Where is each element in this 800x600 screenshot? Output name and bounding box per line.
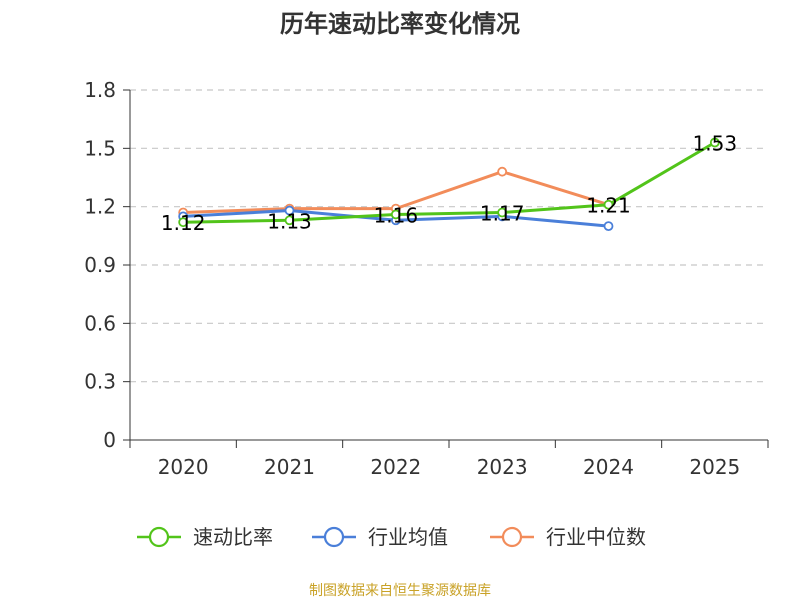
legend-label: 行业均值 <box>368 525 448 549</box>
series-point-1 <box>284 205 295 216</box>
legend-item-1[interactable]: 行业均值 <box>312 525 448 549</box>
legend-marker <box>148 526 170 548</box>
x-tick-label: 2023 <box>477 455 528 479</box>
data-label: 1.12 <box>161 211 206 235</box>
series-point-0 <box>178 217 189 228</box>
series-point-0 <box>603 199 614 210</box>
y-tick-label: 0.9 <box>84 253 116 277</box>
data-labels: 1.12 1.13 1.16 1.17 1.21 1.53 <box>161 132 737 236</box>
series-point-0 <box>284 215 295 226</box>
chart-title: 历年速动比率变化情况 <box>280 10 520 38</box>
data-label: 1.17 <box>480 202 525 226</box>
y-tick-label: 1.5 <box>84 136 116 160</box>
series-point-2 <box>497 166 508 177</box>
series-point-1 <box>603 221 614 232</box>
legend[interactable]: 速动比率 行业均值 行业中位数 <box>137 525 646 549</box>
x-tick-label: 2021 <box>264 455 315 479</box>
legend-marker <box>501 526 523 548</box>
data-label: 1.13 <box>267 209 312 233</box>
series-point-0 <box>497 207 508 218</box>
series-point-0 <box>390 209 401 220</box>
y-tick-label: 1.8 <box>84 78 116 102</box>
x-tick-label: 2022 <box>370 455 421 479</box>
source-note: 制图数据来自恒生聚源数据库 <box>309 583 491 599</box>
series-point-0 <box>709 137 720 148</box>
y-tick-label: 1.2 <box>84 195 116 219</box>
data-label: 1.16 <box>374 203 419 227</box>
series-line-0 <box>183 141 716 224</box>
legend-item-2[interactable]: 行业中位数 <box>490 525 646 549</box>
series-layer <box>178 137 720 232</box>
legend-item-0[interactable]: 速动比率 <box>137 525 273 549</box>
y-tick-label: 0.3 <box>84 370 116 394</box>
y-tick-label: 0.6 <box>84 311 116 335</box>
legend-label: 速动比率 <box>193 525 273 549</box>
data-label: 1.21 <box>586 194 631 218</box>
legend-marker <box>323 526 345 548</box>
grid <box>130 89 768 383</box>
legend-label: 行业中位数 <box>546 525 646 549</box>
axes: 0 0.3 0.6 0.9 1.2 1.5 1.8 2020 2021 2022 2023 2024 2… <box>84 78 769 479</box>
x-tick-label: 2024 <box>583 455 634 479</box>
x-tick-label: 2025 <box>689 455 740 479</box>
data-label: 1.53 <box>693 132 738 156</box>
x-tick-label: 2020 <box>158 455 209 479</box>
y-tick-label: 0 <box>103 428 116 452</box>
